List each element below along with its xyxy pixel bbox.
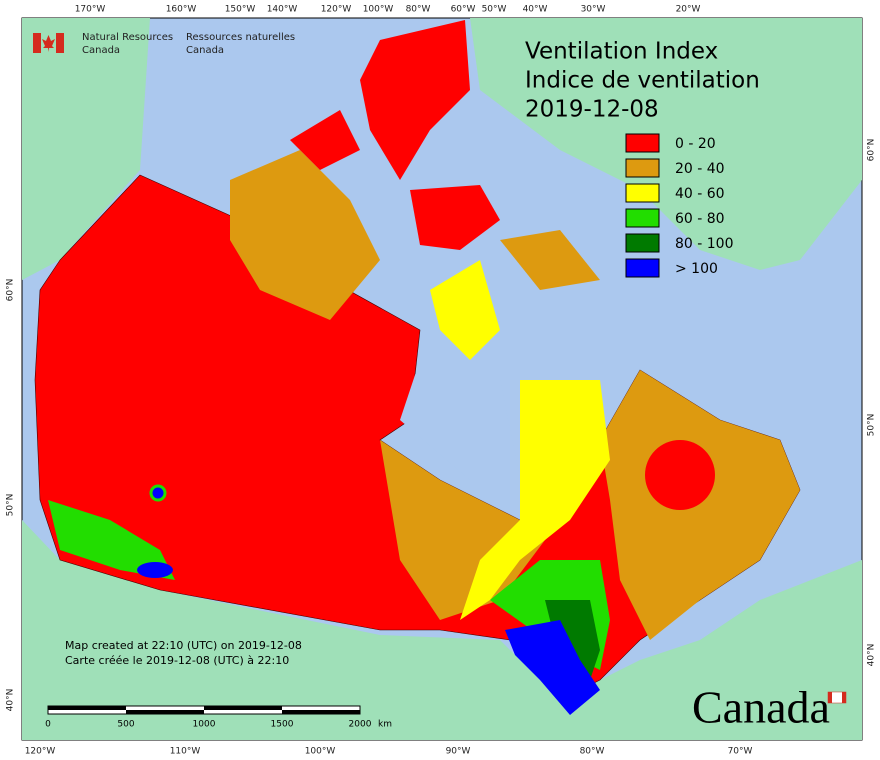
- zone-0-20: [645, 440, 715, 510]
- legend-label: > 100: [675, 261, 718, 277]
- arctic-island: [410, 185, 500, 250]
- legend-swatch: [625, 208, 660, 228]
- zone-over-100: [505, 620, 600, 715]
- flag-leaf: [42, 35, 55, 52]
- scale-seg: [48, 706, 126, 710]
- agency-en: Natural Resources: [82, 32, 173, 43]
- flag-bar: [56, 33, 64, 53]
- graticule-label: 70°W: [728, 747, 753, 757]
- title: Indice de ventilation: [525, 68, 760, 94]
- graticule-label: 100°W: [363, 5, 394, 15]
- scale-label: 0: [45, 720, 51, 730]
- scale-seg: [282, 710, 360, 714]
- graticule-label: 50°N: [867, 414, 877, 437]
- zone-20-40: [230, 150, 380, 320]
- graticule-label: 20°W: [676, 5, 701, 15]
- graticule-label: 140°W: [267, 5, 298, 15]
- scale-label: 500: [117, 720, 134, 730]
- graticule-label: 60°W: [451, 5, 476, 15]
- graticule-label: 60°N: [6, 279, 16, 302]
- graticule-label: 150°W: [225, 5, 256, 15]
- legend-label: 80 - 100: [675, 236, 734, 252]
- graticule-label: 80°W: [580, 747, 605, 757]
- greenland: [470, 18, 862, 270]
- scale-label: 2000: [349, 720, 372, 730]
- agency-en: Canada: [82, 45, 120, 56]
- arctic-island: [290, 110, 360, 170]
- graticule-label: 40°N: [867, 644, 877, 667]
- arctic-island: [360, 20, 470, 180]
- zone-60-80: [48, 500, 175, 580]
- usa: [22, 520, 862, 740]
- wordmark-flag: [828, 692, 832, 703]
- scale-label: 1500: [271, 720, 294, 730]
- graticule-label: 110°W: [170, 747, 201, 757]
- legend-swatch: [625, 133, 660, 153]
- graticule-label: 40°N: [6, 689, 16, 712]
- flag-bar: [33, 33, 41, 53]
- zone-40-60: [430, 260, 500, 360]
- zone-80-100: [545, 600, 600, 680]
- title: Ventilation Index: [525, 39, 718, 65]
- graticule-label: 120°W: [25, 747, 56, 757]
- title-date: 2019-12-08: [525, 97, 659, 123]
- legend-swatch: [625, 233, 660, 253]
- legend-label: 20 - 40: [675, 161, 725, 177]
- graticule-label: 90°W: [446, 747, 471, 757]
- graticule-label: 50°W: [482, 5, 507, 15]
- agency-fr: Ressources naturelles: [186, 32, 295, 43]
- zone-20-40: [600, 370, 800, 640]
- legend-swatch: [625, 158, 660, 178]
- scale-seg: [204, 706, 282, 710]
- graticule-label: 60°N: [867, 139, 877, 162]
- zone-over-100: [149, 484, 167, 502]
- zone-40-60: [460, 380, 610, 620]
- wordmark-flag: [842, 692, 846, 703]
- graticule-label: 170°W: [75, 5, 106, 15]
- zone-20-40: [500, 230, 600, 290]
- legend-label: 60 - 80: [675, 211, 725, 227]
- scale-unit: km: [378, 720, 392, 730]
- note: Map created at 22:10 (UTC) on 2019-12-08: [65, 639, 302, 652]
- legend-swatch: [625, 258, 660, 278]
- graticule-label: 80°W: [406, 5, 431, 15]
- graticule-label: 100°W: [305, 747, 336, 757]
- legend-label: 40 - 60: [675, 186, 725, 202]
- legend-swatch: [625, 183, 660, 203]
- legend-label: 0 - 20: [675, 136, 716, 152]
- graticule-label: 30°W: [581, 5, 606, 15]
- hudson-bay: [400, 360, 520, 480]
- graticule-label: 160°W: [166, 5, 197, 15]
- alaska: [22, 18, 150, 280]
- wordmark: Canada: [692, 682, 830, 733]
- scale-bar: [47, 705, 361, 715]
- graticule-label: 120°W: [321, 5, 352, 15]
- agency-fr: Canada: [186, 45, 224, 56]
- scale-label: 1000: [193, 720, 216, 730]
- graticule-label: 40°W: [523, 5, 548, 15]
- scale-seg: [126, 710, 204, 714]
- note: Carte créée le 2019-12-08 (UTC) à 22:10: [65, 654, 289, 667]
- zone-over-100: [137, 562, 173, 578]
- zone-20-40: [380, 440, 560, 620]
- graticule-label: 50°N: [6, 494, 16, 517]
